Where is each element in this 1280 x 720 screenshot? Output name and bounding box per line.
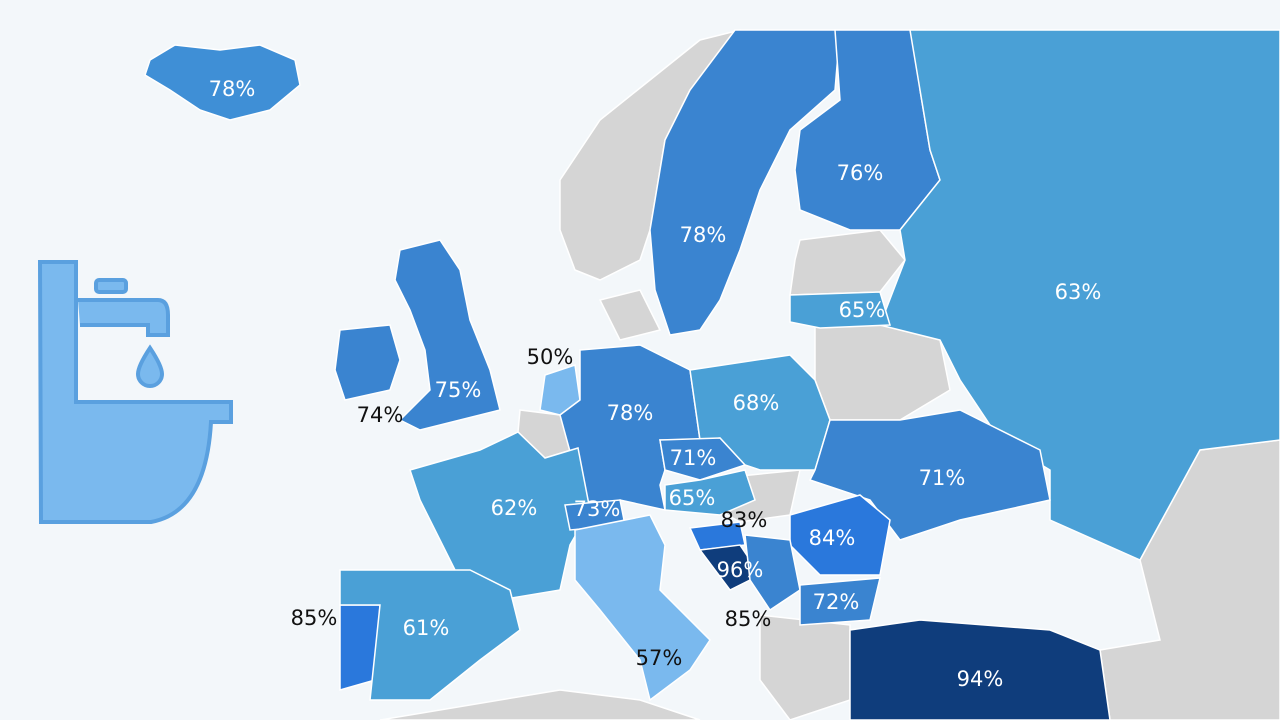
region-label: 96% (717, 558, 764, 582)
region-label: 76% (837, 161, 884, 185)
region (339, 569, 521, 701)
region-label: 71% (670, 446, 717, 470)
region (799, 577, 881, 626)
region-label: 85% (725, 607, 772, 631)
region (808, 409, 1051, 541)
region (688, 521, 746, 551)
region-label: 72% (813, 590, 860, 614)
region-label: 62% (491, 496, 538, 520)
region (659, 437, 747, 481)
region-label: 75% (435, 378, 482, 402)
region (664, 469, 756, 516)
region (849, 619, 1111, 720)
region-label: 78% (209, 77, 256, 101)
region (144, 44, 301, 121)
region-label: 65% (839, 298, 886, 322)
region-label: 63% (1055, 280, 1102, 304)
region-label: 68% (733, 391, 780, 415)
region-label: 61% (403, 616, 450, 640)
region-label: 85% (291, 606, 338, 630)
background-land (379, 28, 1280, 720)
region-label: 84% (809, 526, 856, 550)
region (574, 514, 711, 702)
region-label: 50% (527, 345, 574, 369)
region-label: 83% (721, 508, 768, 532)
region (334, 324, 401, 401)
region (789, 291, 891, 329)
region (744, 534, 801, 612)
region-label: 78% (607, 401, 654, 425)
region (878, 29, 1280, 561)
region-label: 73% (574, 497, 621, 521)
region (649, 29, 841, 336)
region-label: 78% (680, 223, 727, 247)
faucet-icon (37, 260, 233, 524)
region-label: 74% (357, 403, 404, 427)
region-label: 57% (636, 646, 683, 670)
region (394, 239, 501, 431)
region-label: 65% (669, 486, 716, 510)
region (409, 431, 591, 601)
regions (144, 29, 1280, 720)
region-label: 71% (919, 466, 966, 490)
region-label: 94% (957, 667, 1004, 691)
